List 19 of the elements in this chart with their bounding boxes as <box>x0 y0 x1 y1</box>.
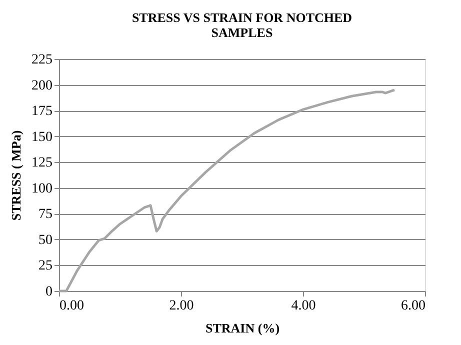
y-tick-label: 125 <box>32 156 52 171</box>
x-axis-title: STRAIN (%) <box>205 320 280 336</box>
x-tick-label: 2.00 <box>169 298 194 314</box>
y-tick-label: 0 <box>46 284 52 300</box>
y-axis-title: STRESS ( MPa) <box>8 130 24 221</box>
y-tick-label: 225 <box>32 52 52 68</box>
y-tick-label: 200 <box>32 78 52 94</box>
y-tick-label: 150 <box>32 130 52 145</box>
x-tick-label: 0.00 <box>60 298 84 314</box>
y-tick-label: 175 <box>32 104 52 120</box>
line-series <box>58 88 396 292</box>
y-tick-label: 25 <box>38 258 52 274</box>
x-tick-label: 6.00 <box>401 298 426 314</box>
y-tick-label: 100 <box>32 181 52 196</box>
y-tick-label: 50 <box>38 232 52 248</box>
text: SAMPLES <box>211 25 273 40</box>
x-tick-label: 4.00 <box>291 298 316 314</box>
text: STRESS VS STRAIN FOR NOTCHED <box>132 10 352 25</box>
y-tick-label: 75 <box>38 207 52 222</box>
